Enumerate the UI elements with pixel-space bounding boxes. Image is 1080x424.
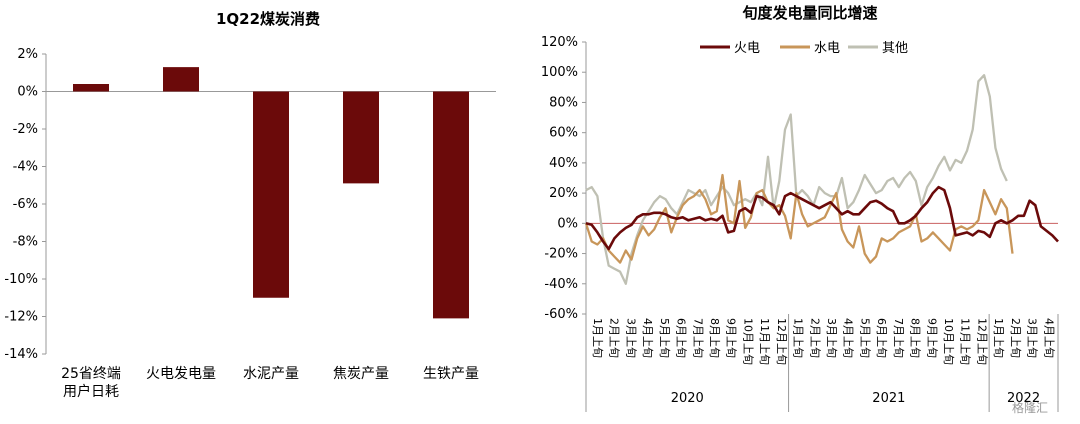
bar bbox=[253, 91, 289, 298]
line-chart-x-tick-label: 3月上旬 bbox=[624, 318, 637, 358]
line-chart-x-tick-label: 2月上旬 bbox=[608, 318, 621, 358]
bar bbox=[73, 84, 109, 92]
line-chart-x-tick-label: 7月上旬 bbox=[691, 318, 704, 358]
legend-label: 火电 bbox=[734, 41, 760, 56]
line-chart-x-tick-label: 3月上旬 bbox=[825, 318, 838, 358]
line-chart-x-tick-label: 4月上旬 bbox=[1042, 318, 1055, 358]
bar-chart-y-tick-label: 0% bbox=[17, 85, 38, 100]
line-chart-y-tick-label: -20% bbox=[544, 247, 578, 262]
line-chart-y-tick-label: -40% bbox=[544, 277, 578, 292]
line-chart-power-generation: 旬度发电量同比增速 火电 水电 其他 120% 100% 80% 60% 40% 20% 0% -… bbox=[541, 4, 1059, 412]
bar-chart-category-label: 用户日耗 bbox=[63, 383, 119, 400]
line-chart-x-tick-label: 3月上旬 bbox=[1026, 318, 1039, 358]
line-chart-x-tick-label: 1月上旬 bbox=[992, 318, 1005, 358]
bar-chart-category-label: 生铁产量 bbox=[423, 366, 479, 382]
watermark-text: 格隆汇 bbox=[1012, 400, 1048, 415]
bar-chart-y-tick-label: -12% bbox=[4, 310, 38, 325]
line-chart-x-tick-label: 12月上旬 bbox=[775, 318, 788, 365]
line-chart-y-tick-label: 80% bbox=[549, 95, 578, 110]
line-chart-x-tick-label: 11月上旬 bbox=[758, 318, 771, 365]
line-chart-x-tick-label: 2月上旬 bbox=[1009, 318, 1022, 358]
bar-chart-category-label: 焦炭产量 bbox=[333, 366, 389, 382]
line-chart-x-tick-label: 6月上旬 bbox=[675, 318, 688, 358]
bar-chart-y-tick-label: -6% bbox=[13, 197, 38, 212]
legend-label: 水电 bbox=[814, 41, 840, 56]
series-line-qita bbox=[585, 74, 1008, 285]
line-chart-x-tick-label: 4月上旬 bbox=[641, 318, 654, 358]
line-chart-y-tick-label: -60% bbox=[544, 307, 578, 322]
year-label: 2022 bbox=[1007, 391, 1040, 406]
line-chart-x-tick-label: 1月上旬 bbox=[792, 318, 805, 358]
bar-chart-title: 1Q22煤炭消费 bbox=[216, 10, 320, 28]
line-chart-y-tick-label: 120% bbox=[541, 35, 578, 50]
series-line-shuidian bbox=[584, 173, 1014, 264]
line-chart-title: 旬度发电量同比增速 bbox=[741, 4, 877, 22]
bar-chart-y-tick-label: -10% bbox=[4, 272, 38, 287]
year-label: 2021 bbox=[872, 391, 905, 406]
line-chart-y-tick-label: 20% bbox=[549, 186, 578, 201]
line-chart-x-tick-label: 9月上旬 bbox=[925, 318, 938, 358]
line-chart-series bbox=[584, 74, 1059, 285]
line-chart-x-tick-label: 4月上旬 bbox=[842, 318, 855, 358]
line-chart-y-axis: 120% 100% 80% 60% 40% 20% 0% -20% -40% -60% bbox=[541, 35, 1058, 322]
line-chart-x-tick-label: 7月上旬 bbox=[892, 318, 905, 358]
bar-chart-y-tick-label: -8% bbox=[13, 235, 38, 250]
bar bbox=[163, 67, 199, 92]
line-chart-y-tick-label: 0% bbox=[557, 216, 578, 231]
bar-chart-category-label: 火电发电量 bbox=[146, 366, 216, 382]
line-chart-x-tick-label: 9月上旬 bbox=[725, 318, 738, 358]
line-chart-legend: 火电 水电 其他 bbox=[700, 41, 908, 56]
line-chart-x-tick-label: 5月上旬 bbox=[658, 318, 671, 358]
line-chart-x-tick-label: 1月上旬 bbox=[591, 318, 604, 358]
bar-chart-y-tick-label: -14% bbox=[4, 347, 38, 362]
line-chart-x-tick-label: 8月上旬 bbox=[909, 318, 922, 358]
line-chart-x-tick-label: 10月上旬 bbox=[741, 318, 754, 365]
bar-chart-y-tick-label: 2% bbox=[17, 47, 38, 62]
line-chart-x-tick-label: 8月上旬 bbox=[708, 318, 721, 358]
legend-label: 其他 bbox=[882, 41, 908, 56]
line-chart-y-tick-label: 100% bbox=[541, 65, 578, 80]
bar-chart-category-label: 水泥产量 bbox=[243, 366, 299, 382]
line-chart-y-tick-label: 40% bbox=[549, 156, 578, 171]
bar-chart-y-tick-label: -4% bbox=[13, 160, 38, 175]
line-chart-x-tick-label: 12月上旬 bbox=[975, 318, 988, 365]
bar bbox=[433, 91, 469, 319]
line-chart-x-tick-label: 2月上旬 bbox=[808, 318, 821, 358]
year-label: 2020 bbox=[671, 391, 704, 406]
line-chart-y-tick-label: 60% bbox=[549, 126, 578, 141]
line-chart-x-axis: 1月上旬 2月上旬 3月上旬 4月上旬 5月上旬 6月上旬 7月上旬 8月上旬 9月上旬 10月上… bbox=[585, 314, 1059, 412]
bar-chart-y-tick-label: -2% bbox=[13, 122, 38, 137]
bar bbox=[343, 91, 379, 184]
line-chart-x-tick-label: 6月上旬 bbox=[875, 318, 888, 358]
series-line-huodian bbox=[585, 185, 1059, 251]
bar-chart-coal-consumption: 1Q22煤炭消费 2% 0% -2% -4% -6% -8% -10% -12% -14% 25… bbox=[4, 10, 496, 400]
bar-chart-category-label: 25省终端 bbox=[61, 366, 121, 382]
line-chart-x-tick-label: 10月上旬 bbox=[942, 318, 955, 365]
line-chart-x-tick-label: 5月上旬 bbox=[858, 318, 871, 358]
line-chart-x-tick-label: 11月上旬 bbox=[959, 318, 972, 365]
bar-chart-bars bbox=[73, 67, 469, 319]
bar-chart-y-axis: 2% 0% -2% -4% -6% -8% -10% -12% -14% bbox=[4, 47, 496, 362]
